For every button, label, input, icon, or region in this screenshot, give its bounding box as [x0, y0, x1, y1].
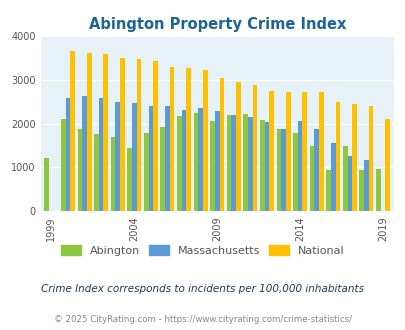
- Bar: [269, 90, 273, 211]
- Bar: [247, 117, 252, 211]
- Bar: [98, 98, 103, 211]
- Bar: [77, 129, 82, 211]
- Bar: [264, 121, 269, 211]
- Bar: [358, 170, 363, 211]
- Bar: [318, 92, 323, 211]
- Bar: [120, 58, 124, 211]
- Bar: [153, 61, 158, 211]
- Bar: [61, 118, 66, 211]
- Bar: [148, 106, 153, 211]
- Bar: [181, 110, 186, 211]
- Bar: [82, 96, 87, 211]
- Bar: [252, 85, 257, 211]
- Text: Crime Index corresponds to incidents per 100,000 inhabitants: Crime Index corresponds to incidents per…: [41, 284, 364, 294]
- Bar: [186, 68, 190, 211]
- Bar: [335, 102, 339, 211]
- Bar: [330, 143, 335, 211]
- Bar: [375, 169, 380, 211]
- Bar: [351, 104, 356, 211]
- Bar: [292, 133, 297, 211]
- Bar: [259, 120, 264, 211]
- Bar: [285, 92, 290, 211]
- Bar: [66, 98, 70, 211]
- Bar: [70, 51, 75, 211]
- Bar: [297, 121, 302, 211]
- Bar: [231, 115, 236, 211]
- Bar: [219, 78, 224, 211]
- Bar: [143, 133, 148, 211]
- Bar: [115, 102, 120, 211]
- Bar: [111, 137, 115, 211]
- Text: © 2025 CityRating.com - https://www.cityrating.com/crime-statistics/: © 2025 CityRating.com - https://www.city…: [54, 315, 351, 324]
- Bar: [384, 119, 389, 211]
- Bar: [177, 116, 181, 211]
- Bar: [309, 146, 313, 211]
- Bar: [127, 148, 132, 211]
- Bar: [276, 129, 281, 211]
- Bar: [132, 103, 136, 211]
- Bar: [313, 129, 318, 211]
- Bar: [363, 160, 368, 211]
- Bar: [226, 115, 231, 211]
- Bar: [368, 106, 373, 211]
- Bar: [214, 111, 219, 211]
- Bar: [169, 67, 174, 211]
- Bar: [281, 129, 285, 211]
- Legend: Abington, Massachusetts, National: Abington, Massachusetts, National: [57, 241, 348, 260]
- Bar: [347, 156, 351, 211]
- Title: Abington Property Crime Index: Abington Property Crime Index: [88, 17, 345, 32]
- Bar: [87, 53, 91, 211]
- Bar: [302, 92, 306, 211]
- Bar: [165, 106, 169, 211]
- Bar: [243, 114, 247, 211]
- Bar: [342, 146, 347, 211]
- Bar: [136, 59, 141, 211]
- Bar: [236, 82, 240, 211]
- Bar: [210, 121, 214, 211]
- Bar: [160, 127, 165, 211]
- Bar: [193, 113, 198, 211]
- Bar: [326, 170, 330, 211]
- Bar: [44, 158, 49, 211]
- Bar: [94, 134, 98, 211]
- Bar: [198, 108, 202, 211]
- Bar: [103, 54, 108, 211]
- Bar: [202, 70, 207, 211]
